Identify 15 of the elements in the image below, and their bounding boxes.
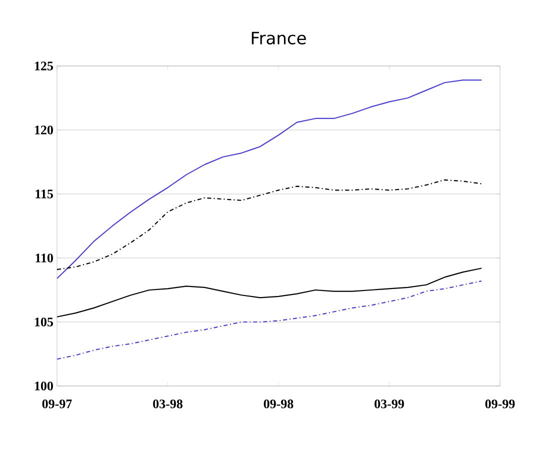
chart-title: France [252,32,306,44]
x-tick-label: 09-98 [264,400,294,408]
y-tick-label: 110 [36,254,53,262]
line-series [57,179,482,270]
y-tick-label: 120 [35,126,53,134]
y-tick-label: 125 [35,62,53,70]
x-tick-label: 09-99 [485,400,515,408]
y-tick-label: 115 [36,190,53,198]
x-tick-label: 03-98 [153,400,182,408]
y-tick-label: 100 [35,382,53,390]
line-series [57,268,482,318]
x-tick-label: 03-99 [374,400,404,408]
y-tick-label: 105 [35,318,53,326]
line-series [57,80,482,280]
x-tick-label: 09-97 [42,400,72,408]
